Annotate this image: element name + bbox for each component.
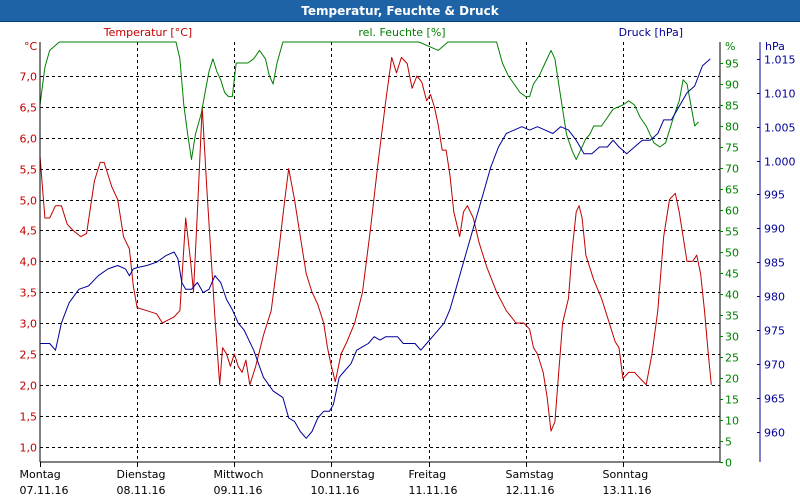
pressure-tick-label: 1.010: [764, 88, 796, 101]
humidity-tick-label: 10: [725, 415, 739, 428]
humidity-tick-label: 75: [725, 142, 739, 155]
humidity-tick-label: 95: [725, 58, 739, 71]
day-label: Montag: [20, 468, 61, 481]
humidity-tick-label: 35: [725, 310, 739, 323]
druck-hpa-series-line: [40, 58, 711, 439]
temperature-tick-label: 6,5: [20, 102, 38, 115]
humidity-axis-unit: %: [725, 40, 735, 53]
temperature-tick-label: 5,5: [20, 164, 38, 177]
humidity-tick-label: 65: [725, 184, 739, 197]
humidity-tick-label: 55: [725, 226, 739, 239]
date-label: 11.11.16: [409, 484, 458, 497]
humidity-tick-label: 60: [725, 205, 739, 218]
humidity-tick-label: 90: [725, 79, 739, 92]
pressure-tick-label: 1.015: [764, 54, 796, 67]
humidity-tick-label: 30: [725, 331, 739, 344]
pressure-tick-label: 975: [764, 325, 785, 338]
temperature-tick-label: 1,0: [20, 442, 38, 455]
temperature-tick-label: 2,0: [20, 380, 38, 393]
day-label: Dienstag: [117, 468, 166, 481]
humidity-tick-label: 15: [725, 394, 739, 407]
left-axis-unit: °C: [24, 40, 38, 53]
humidity-tick-label: 25: [725, 352, 739, 365]
date-label: 12.11.16: [506, 484, 555, 497]
humidity-series-header: rel. Feuchte [%]: [358, 26, 445, 39]
day-label: Mittwoch: [214, 468, 264, 481]
pressure-tick-label: 1.000: [764, 156, 796, 169]
temperature-tick-label: 3,0: [20, 318, 38, 331]
temperature-tick-label: 5,0: [20, 195, 38, 208]
pressure-tick-label: 980: [764, 291, 785, 304]
humidity-tick-label: 85: [725, 100, 739, 113]
temperature-tick-label: 4,0: [20, 256, 38, 269]
temperature-tick-label: 6,0: [20, 133, 38, 146]
humidity-tick-label: 20: [725, 373, 739, 386]
day-label: Donnerstag: [311, 468, 375, 481]
chart-title: Temperatur, Feuchte & Druck: [0, 0, 800, 22]
pressure-tick-label: 960: [764, 427, 785, 440]
humidity-tick-label: 80: [725, 121, 739, 134]
pressure-tick-label: 985: [764, 257, 785, 270]
humidity-tick-label: 70: [725, 163, 739, 176]
temperatur-c-series-line: [39, 56, 712, 432]
date-label: 09.11.16: [214, 484, 263, 497]
day-label: Samstag: [506, 468, 554, 481]
chart-canvas: Temperatur [°C] rel. Feuchte [%] Druck […: [20, 26, 796, 497]
temperature-tick-label: 7,0: [20, 71, 38, 84]
pressure-tick-label: 990: [764, 223, 785, 236]
humidity-tick-label: 40: [725, 289, 739, 302]
temperature-tick-label: 2,5: [20, 349, 38, 362]
date-label: 13.11.16: [603, 484, 652, 497]
pressure-series-header: Druck [hPa]: [619, 26, 683, 39]
series-lines: [39, 41, 712, 439]
temperature-tick-label: 1,5: [20, 411, 38, 424]
pressure-tick-label: 970: [764, 359, 785, 372]
rel-feuchte-series-line: [39, 41, 699, 161]
humidity-tick-label: 0: [725, 457, 732, 470]
humidity-tick-label: 5: [725, 436, 732, 449]
date-label: 07.11.16: [20, 484, 69, 497]
axes: 1,0 1,5 2,0 2,5 3,0 3,5 4,0 4,5 5,0 5,5 6,0 6,5 7,0 M…: [20, 42, 796, 497]
date-label: 08.11.16: [117, 484, 166, 497]
humidity-tick-label: 45: [725, 268, 739, 281]
temperature-series-header: Temperatur [°C]: [103, 26, 192, 39]
date-label: 10.11.16: [311, 484, 360, 497]
humidity-tick-label: 50: [725, 247, 739, 260]
pressure-tick-label: 1.005: [764, 122, 796, 135]
pressure-axis-unit: hPa: [765, 40, 785, 53]
temperature-tick-label: 4,5: [20, 225, 38, 238]
pressure-tick-label: 965: [764, 393, 785, 406]
day-label: Sonntag: [603, 468, 649, 481]
grid: [40, 42, 720, 462]
pressure-tick-label: 995: [764, 189, 785, 202]
day-label: Freitag: [409, 468, 447, 481]
temperature-tick-label: 3,5: [20, 287, 38, 300]
